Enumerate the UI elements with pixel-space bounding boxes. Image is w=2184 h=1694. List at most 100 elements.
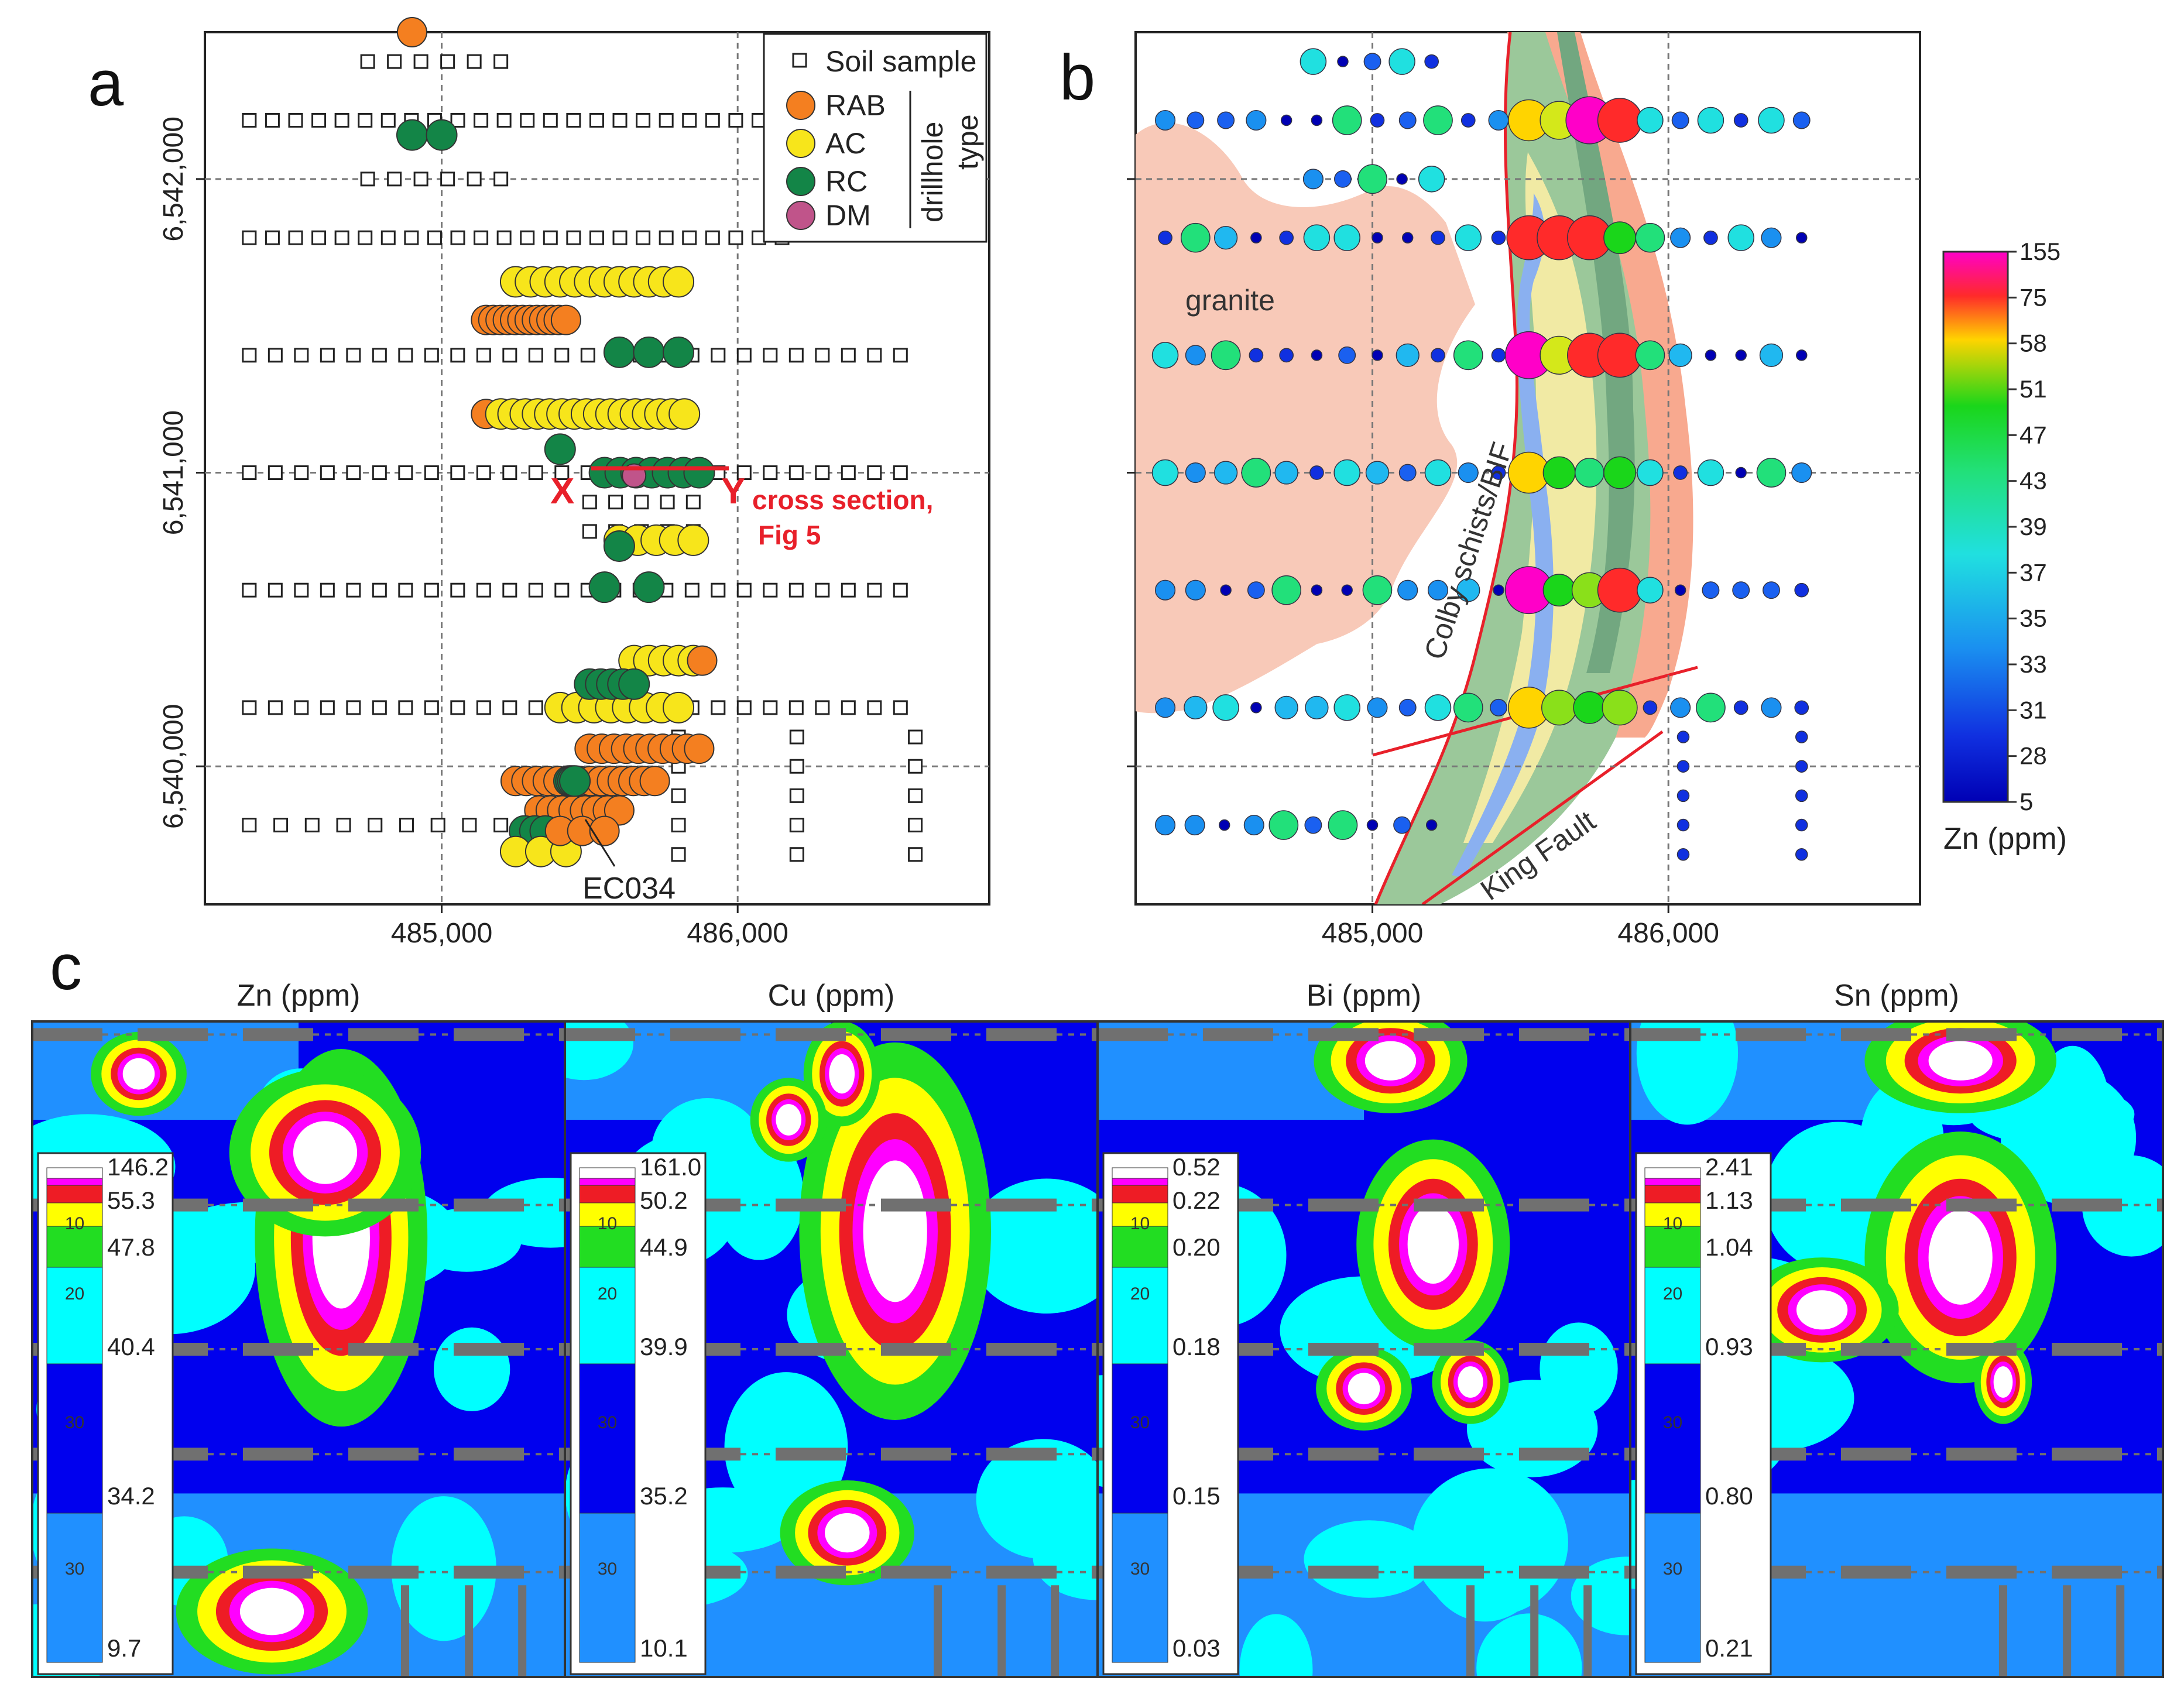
- heatmap-bi: Bi (ppm) 0.52 0.22 0.20 0.18 0.15 0.03 10 20 30 30: [1096, 979, 1631, 1678]
- heatmap-title: Cu (ppm): [768, 979, 895, 1013]
- zn-sample: [1155, 814, 1176, 836]
- king-fault: [1421, 730, 1664, 904]
- legend-value: 0.93: [1705, 1333, 1753, 1360]
- legend-value: 44.9: [640, 1233, 688, 1261]
- zn-sample: [1756, 458, 1787, 488]
- soil-sample: [268, 582, 283, 598]
- soil-sample: [311, 113, 327, 128]
- zn-sample: [1367, 697, 1388, 718]
- anomaly-peak: [776, 1104, 802, 1136]
- soil-sample: [242, 818, 257, 833]
- drillhole-rc: [618, 668, 650, 700]
- soil-sample: [685, 495, 701, 510]
- anomaly-peak: [1928, 1041, 1993, 1081]
- soil-sample: [684, 582, 700, 598]
- soil-sample: [867, 348, 882, 363]
- zn-sample: [1674, 584, 1686, 596]
- zn-sample: [1220, 584, 1232, 596]
- legend-ac-symbol: [786, 129, 815, 158]
- zn-sample: [1597, 332, 1643, 378]
- moderate-zone: [1645, 1021, 1729, 1096]
- legend-band: [1644, 1267, 1701, 1364]
- soil-sample: [334, 113, 349, 128]
- zn-sample: [1274, 461, 1298, 485]
- legend-band: [579, 1226, 636, 1268]
- moderate-zone: [976, 1439, 1098, 1559]
- legend-percentile: 20: [598, 1284, 617, 1304]
- panel-c-maps: Zn (ppm) 146.2 55.3 47.8 40.4 34.2 9.7 10 20 30 30…: [31, 979, 2164, 1678]
- soil-sample: [867, 582, 882, 598]
- legend-soil-symbol: [792, 53, 807, 68]
- zn-sample: [1311, 349, 1323, 361]
- legend-band: [579, 1513, 636, 1663]
- legend-band: [1112, 1363, 1168, 1514]
- drillhole-rc: [633, 336, 665, 368]
- soil-sample: [294, 348, 309, 363]
- zn-sample: [1697, 459, 1724, 486]
- section-label-line2: Fig 5: [758, 520, 821, 550]
- legend-value: 146.2: [107, 1153, 169, 1181]
- heatmap-legend: 2.41 1.13 1.04 0.93 0.80 0.21 10 20 30 30: [1635, 1152, 1772, 1675]
- zn-sample: [1274, 695, 1298, 720]
- soil-sample: [440, 172, 455, 187]
- drillhole-rc: [603, 336, 635, 368]
- legend-value: 1.04: [1705, 1233, 1753, 1261]
- zn-sample: [1455, 224, 1482, 251]
- legend-percentile: 30: [1130, 1413, 1150, 1432]
- panel-letter-b: b: [1060, 42, 1095, 114]
- legend-value: 1.13: [1705, 1187, 1753, 1214]
- zn-sample: [1702, 581, 1720, 599]
- soil-sample: [867, 465, 882, 481]
- zn-sample: [1217, 111, 1235, 129]
- legend-percentile: 30: [65, 1413, 84, 1432]
- soil-sample: [387, 54, 402, 69]
- soil-sample: [789, 729, 804, 745]
- soil-sample: [424, 465, 439, 481]
- legend-percentile: 30: [598, 1413, 617, 1432]
- zn-sample: [1425, 819, 1438, 831]
- zn-sample: [1792, 111, 1811, 129]
- x-tick-label: 486,000: [1617, 918, 1719, 949]
- soil-sample: [346, 582, 361, 598]
- zn-sample: [1541, 690, 1578, 726]
- legend-band: [46, 1178, 103, 1186]
- legend-group-label-1: drillhole: [916, 122, 949, 222]
- granite-unit: [1136, 122, 1475, 714]
- zn-sample: [1401, 232, 1414, 244]
- moderate-zone: [1412, 1468, 1568, 1617]
- zn-sample: [1759, 343, 1784, 368]
- zn-sample: [1398, 111, 1417, 129]
- x-tick-label: 486,000: [687, 918, 788, 949]
- heatmap-title: Zn (ppm): [237, 979, 361, 1013]
- zn-sample: [1676, 760, 1690, 773]
- colorbar-label: 155: [2020, 238, 2060, 265]
- soil-sample: [476, 465, 491, 481]
- zn-sample: [1249, 348, 1264, 363]
- soil-sample: [288, 113, 303, 128]
- soil-sample: [265, 113, 280, 128]
- soil-sample: [711, 700, 726, 715]
- soil-sample: [474, 230, 489, 245]
- legend-percentile: 10: [65, 1214, 84, 1233]
- zn-sample: [1185, 345, 1206, 366]
- colorbar-label: 31: [2020, 696, 2047, 723]
- zn-sample: [1493, 584, 1504, 596]
- zn-sample: [1735, 349, 1747, 361]
- soil-sample: [268, 700, 283, 715]
- soil-sample: [242, 582, 257, 598]
- soil-sample: [413, 172, 428, 187]
- colorbar-ramp: [1942, 251, 2009, 803]
- legend-band: [579, 1178, 636, 1186]
- legend-value: 0.18: [1172, 1333, 1220, 1360]
- soil-sample: [763, 582, 778, 598]
- soil-sample: [841, 700, 856, 715]
- soil-sample: [705, 113, 720, 128]
- y-tick-label: 6,540,000: [158, 704, 189, 829]
- soil-sample: [242, 230, 257, 245]
- heatmap-zn: Zn (ppm) 146.2 55.3 47.8 40.4 34.2 9.7 10 20 30 30: [31, 979, 566, 1678]
- zn-sample: [1246, 109, 1267, 131]
- legend-value: 0.52: [1172, 1153, 1220, 1181]
- soil-sample: [268, 465, 283, 481]
- soil-sample: [311, 230, 327, 245]
